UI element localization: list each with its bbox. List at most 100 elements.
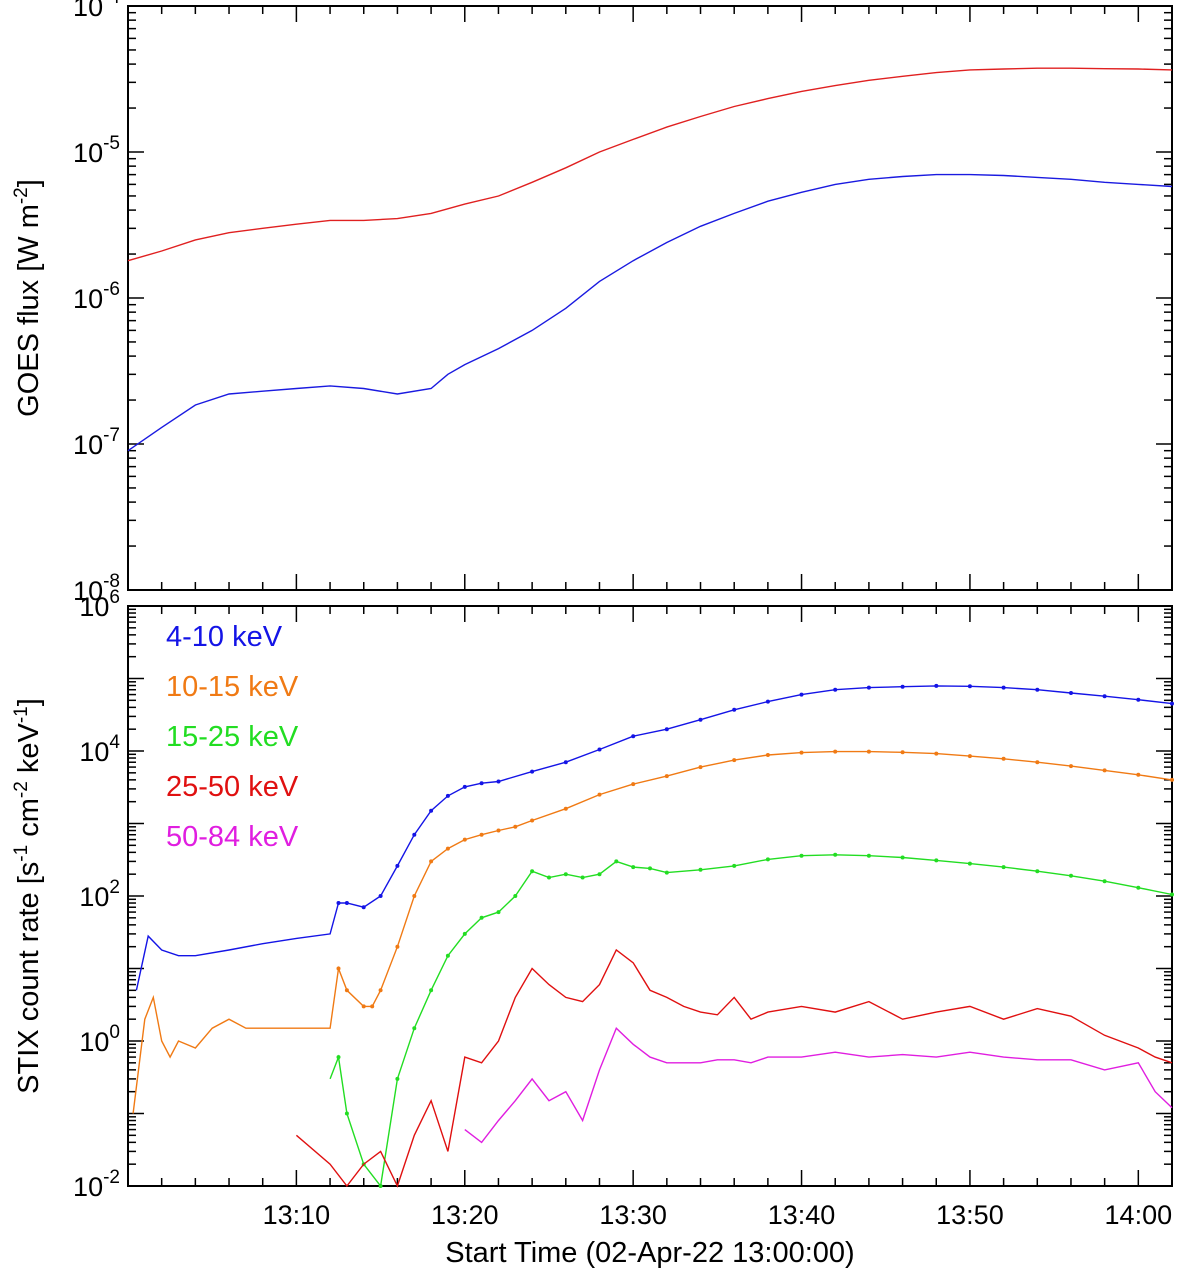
- stix-data-point: [429, 988, 434, 993]
- stix-ylabel-p4: ]: [13, 698, 45, 706]
- stix-data-point: [445, 846, 450, 851]
- stix-data-point: [967, 861, 972, 866]
- stix-data-point: [1069, 691, 1073, 695]
- stix-data-point: [429, 808, 434, 813]
- stix-data-point: [395, 944, 400, 949]
- legend-entry: 4-10 keV: [166, 621, 283, 653]
- stix-y-tick-label: 106: [79, 587, 120, 622]
- stix-data-point: [631, 734, 636, 739]
- goes-series-goes-0-5-4-a: [127, 173, 1173, 452]
- stix-data-point: [698, 765, 703, 770]
- stix-data-point: [336, 1055, 341, 1060]
- stix-data-point: [934, 858, 939, 863]
- stix-ylabel-p2: cm: [13, 798, 45, 845]
- legend-entry: 25-50 keV: [166, 771, 299, 803]
- goes-ylabel-prefix: GOES flux [W m: [13, 204, 45, 417]
- tick-exponent: -6: [103, 279, 120, 300]
- stix-ylabel-p1: STIX count rate [s: [13, 862, 45, 1094]
- stix-data-point: [1102, 768, 1107, 773]
- stix-data-point: [1136, 772, 1141, 777]
- stix-data-point: [1170, 777, 1174, 782]
- tick-exponent: -2: [103, 1167, 120, 1188]
- stix-ylabel-e2: -2: [11, 781, 32, 798]
- legend-entry: 10-15 keV: [166, 671, 299, 703]
- stix-data-point: [732, 758, 737, 763]
- stix-data-point: [530, 869, 535, 874]
- stix-y-axis-title: STIX count rate [s-1 cm-2 keV-1]: [11, 698, 45, 1094]
- stix-data-point: [799, 692, 804, 697]
- stix-ylabel-e1: -1: [11, 845, 32, 862]
- stix-data-point: [1035, 869, 1040, 874]
- stix-data-point: [597, 747, 602, 752]
- stix-data-point: [765, 857, 770, 862]
- stix-data-point: [395, 863, 400, 868]
- stix-data-point: [1170, 701, 1174, 706]
- stix-data-point: [344, 1111, 349, 1116]
- stix-data-point: [833, 687, 838, 692]
- stix-data-point: [344, 988, 349, 993]
- goes-series-group: [127, 67, 1173, 452]
- stix-data-point: [563, 760, 568, 765]
- stix-data-point: [336, 966, 341, 971]
- stix-data-point: [445, 953, 450, 958]
- tick-base: 10: [73, 430, 103, 460]
- stix-x-tick-label: 13:10: [263, 1200, 331, 1230]
- stix-data-point: [1001, 685, 1006, 690]
- stix-data-point: [563, 872, 568, 877]
- stix-data-point: [765, 699, 770, 704]
- stix-data-point: [496, 910, 501, 915]
- goes-y-axis-title: GOES flux [W m-2]: [11, 179, 45, 417]
- stix-x-tick-labels: 13:10 13:20 13:30 13:40 13:50 14:00: [263, 1200, 1173, 1230]
- stix-data-point: [664, 870, 669, 875]
- stix-data-point: [614, 859, 619, 864]
- goes-y-tick-label: 10-4: [73, 0, 120, 22]
- tick-base: 10: [73, 0, 103, 22]
- stix-data-point: [648, 866, 652, 871]
- stix-data-point: [479, 781, 484, 786]
- stix-data-point: [866, 749, 871, 754]
- goes-panel: 10-410-510-610-710-8 GOES flux [W m-2]: [11, 0, 1173, 606]
- stix-ylabel-p3: keV: [13, 722, 45, 781]
- stix-data-point: [1102, 879, 1107, 884]
- stix-data-point: [479, 915, 484, 920]
- stix-x-tick-label: 14:00: [1105, 1200, 1173, 1230]
- stix-y-tick-label: 104: [79, 732, 120, 767]
- stix-y-tick-label: 10-2: [73, 1167, 120, 1202]
- stix-data-point: [967, 754, 972, 759]
- legend-entry: 15-25 keV: [166, 721, 299, 753]
- stix-data-point: [1069, 764, 1073, 769]
- stix-data-point: [866, 853, 871, 858]
- goes-panel-frame: [127, 5, 1173, 591]
- stix-data-point: [900, 750, 905, 755]
- goes-y-tick-label: 10-6: [73, 279, 120, 314]
- tick-base: 10: [79, 592, 109, 622]
- stix-ylabel-e3: -1: [11, 706, 32, 723]
- stix-data-point: [597, 792, 602, 797]
- tick-exponent: 2: [109, 877, 120, 898]
- stix-data-point: [866, 685, 871, 690]
- stix-data-point: [496, 828, 501, 833]
- stix-data-point: [1136, 697, 1141, 702]
- goes-axis-ticks: [128, 5, 1172, 591]
- stix-data-point: [462, 837, 467, 842]
- stix-data-point: [833, 852, 838, 857]
- stix-data-point: [378, 1184, 383, 1188]
- stix-x-tick-label: 13:50: [936, 1200, 1004, 1230]
- stix-data-point: [597, 872, 602, 877]
- stix-data-point: [1035, 687, 1040, 692]
- stix-data-point: [370, 1004, 375, 1009]
- stix-axis-ticks: [128, 605, 1172, 1187]
- tick-exponent: 6: [109, 587, 120, 608]
- stix-series-15-25-kev: [329, 854, 1173, 1188]
- stix-data-point: [378, 894, 383, 898]
- stix-data-point: [462, 784, 467, 789]
- tick-base: 10: [79, 882, 109, 912]
- stix-legend: 4-10 keV 10-15 keV 15-25 keV 25-50 keV 50-84…: [166, 621, 299, 853]
- stix-data-point: [412, 832, 417, 837]
- stix-data-point: [530, 769, 535, 774]
- stix-y-tick-label: 100: [79, 1022, 120, 1057]
- stix-data-point: [799, 853, 804, 858]
- stix-data-point: [1001, 756, 1006, 761]
